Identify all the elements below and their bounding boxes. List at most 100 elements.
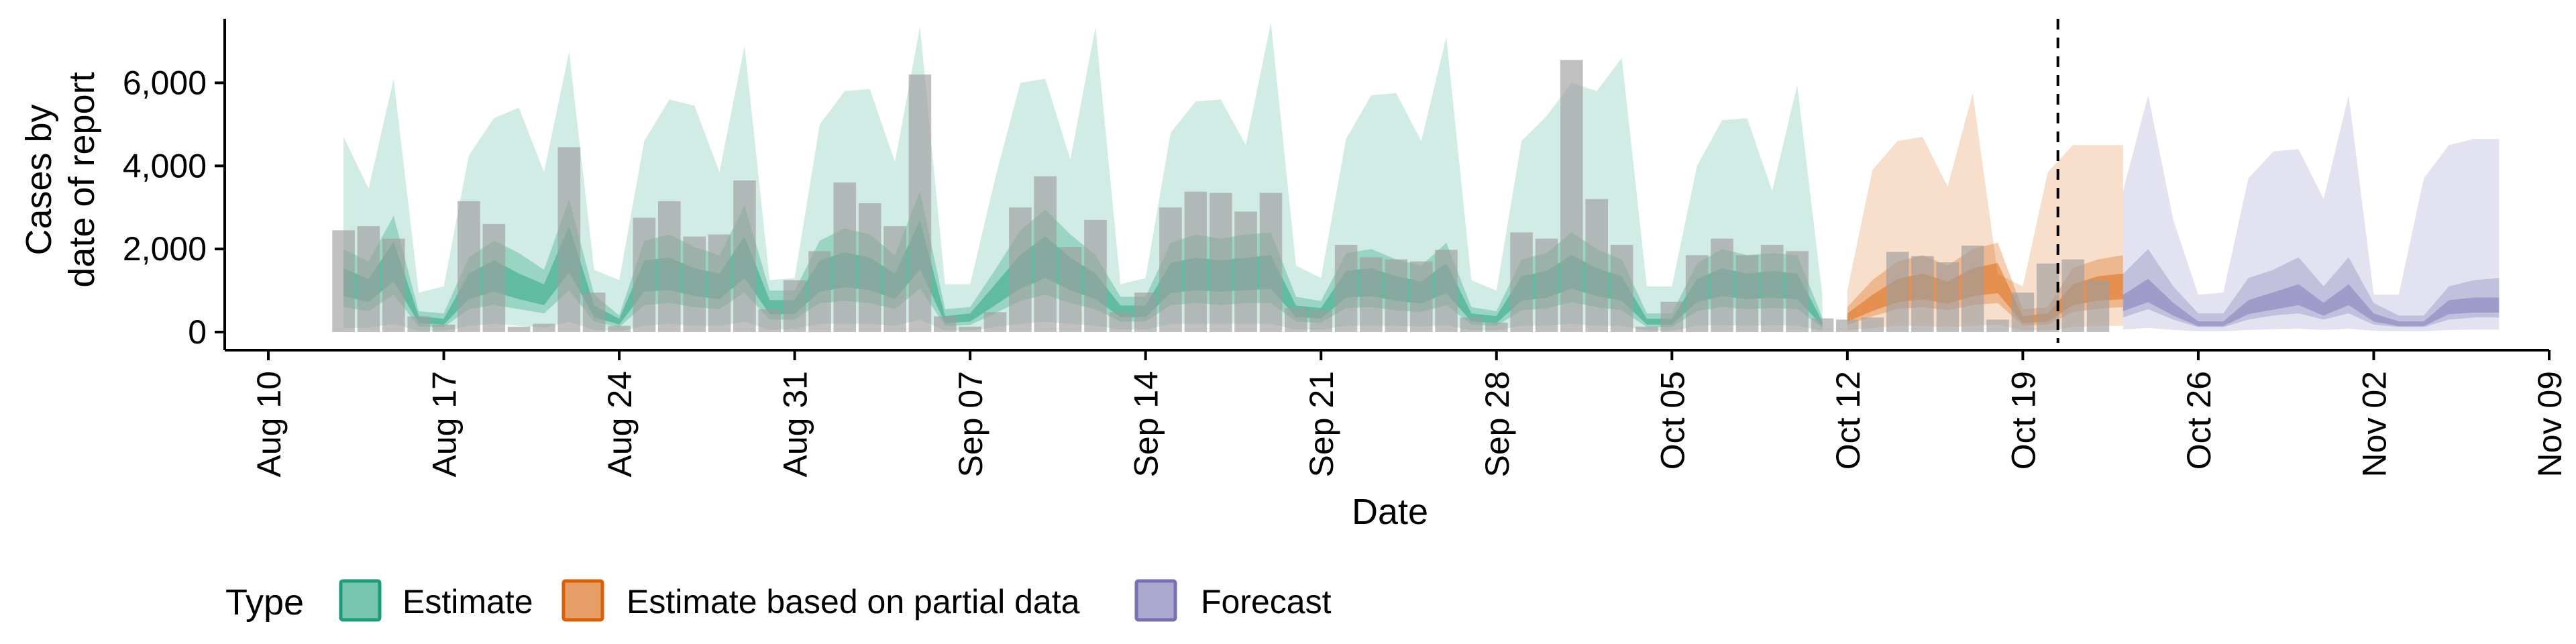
- reported-cases-bar: [833, 182, 857, 332]
- reported-cases-bar: [1435, 250, 1458, 332]
- reported-cases-bar: [432, 324, 455, 332]
- x-tick-label: Aug 17: [426, 371, 464, 477]
- reported-cases-bar: [1660, 301, 1684, 332]
- reported-cases-bar: [934, 316, 957, 332]
- reported-cases-bar: [1711, 238, 1733, 332]
- reported-cases-bar: [1510, 232, 1533, 332]
- reported-cases-bar: [382, 238, 405, 332]
- legend-title: Type: [225, 582, 304, 623]
- reported-cases-bar: [533, 323, 555, 332]
- y-axis-label-line-2: date of report: [62, 72, 102, 287]
- reported-cases-bar: [708, 234, 731, 332]
- reported-cases-bar: [1460, 317, 1483, 332]
- y-tick-label: 4,000: [123, 147, 207, 184]
- x-tick-label: Oct 12: [1829, 371, 1867, 470]
- reported-cases-bar: [1786, 251, 1809, 333]
- bars-layer: [332, 60, 2110, 333]
- reported-cases-bar: [2086, 280, 2110, 332]
- x-tick-label: Oct 19: [2004, 371, 2042, 470]
- reported-cases-bar: [633, 217, 656, 332]
- x-tick-label: Nov 02: [2356, 371, 2394, 477]
- reported-cases-bar: [1635, 326, 1658, 332]
- legend-key-partial: [561, 579, 604, 622]
- reported-cases-bar: [908, 74, 932, 332]
- reported-cases-bar: [1485, 322, 1508, 332]
- reported-cases-bar: [2061, 259, 2084, 332]
- x-tick-label: Aug 24: [601, 371, 639, 477]
- reported-cases-bar: [1685, 255, 1709, 332]
- y-tick-label: 0: [188, 313, 207, 351]
- reported-cases-bar: [407, 316, 430, 332]
- y-tick-label: 6,000: [123, 64, 207, 101]
- legend-key-forecast: [1134, 579, 1177, 622]
- reported-cases-bar: [1210, 193, 1232, 332]
- legend-label-estimate: Estimate: [402, 583, 533, 621]
- forecast-ribbon-50: [2123, 249, 2500, 327]
- reported-cases-bar: [983, 312, 1007, 332]
- reported-cases-bar: [1234, 211, 1257, 332]
- x-tick-label: Oct 05: [1654, 371, 1691, 470]
- reported-cases-bar: [1285, 308, 1307, 332]
- reported-cases-bar: [458, 201, 480, 332]
- reported-cases-bar: [1034, 176, 1057, 332]
- reported-cases-bar: [883, 226, 906, 332]
- reported-cases-bar: [482, 224, 506, 332]
- reported-cases-bar: [1009, 207, 1032, 332]
- reported-cases-bar: [1836, 319, 1859, 332]
- reported-cases-bar: [357, 226, 380, 332]
- reported-cases-bar: [959, 326, 981, 332]
- legend-key-estimate: [339, 579, 382, 622]
- forecast-ribbon-90: [2123, 95, 2500, 331]
- reported-cases-bar: [1610, 245, 1633, 332]
- reported-cases-bar: [1184, 191, 1208, 332]
- reported-cases-bar: [582, 292, 606, 332]
- reported-cases-bar: [808, 251, 831, 333]
- reported-cases-bar: [1961, 246, 1984, 332]
- reported-cases-bar: [1084, 219, 1107, 332]
- x-tick-label: Oct 26: [2180, 371, 2218, 470]
- legend-label-partial: Estimate based on partial data: [627, 583, 1080, 621]
- reported-cases-bar: [783, 280, 806, 332]
- reported-cases-bar: [683, 236, 706, 332]
- reported-cases-bar: [1309, 310, 1332, 332]
- reported-cases-bar: [2036, 263, 2059, 332]
- x-tick-label: Aug 10: [250, 371, 288, 477]
- reported-cases-bar: [1259, 193, 1283, 332]
- x-tick-label: Nov 09: [2531, 371, 2569, 477]
- x-axis-label: Date: [1352, 492, 1428, 532]
- reported-cases-bar: [1760, 245, 1784, 332]
- reported-cases-bar: [1409, 261, 1433, 332]
- reported-cases-bar: [608, 325, 631, 332]
- reported-cases-bar: [1385, 259, 1408, 332]
- reported-cases-bar: [1911, 256, 1934, 332]
- reported-cases-bar: [758, 309, 781, 332]
- reported-cases-bar: [658, 201, 681, 332]
- reported-cases-bar: [733, 180, 756, 332]
- legend-label-forecast: Forecast: [1201, 583, 1332, 621]
- reported-cases-bar: [1986, 319, 2009, 332]
- reported-cases-bar: [1735, 255, 1759, 332]
- reported-cases-bar: [1886, 252, 1909, 332]
- reported-cases-bar: [2011, 292, 2035, 332]
- x-tick-label: Aug 31: [777, 371, 814, 477]
- reported-cases-bar: [1159, 207, 1182, 332]
- reported-cases-bar: [1811, 318, 1834, 332]
- reported-cases-bar: [1535, 238, 1558, 332]
- y-axis-label-line-1: Cases by: [19, 104, 59, 255]
- reported-cases-bar: [507, 326, 531, 332]
- reported-cases-bar: [1059, 247, 1082, 332]
- forecast-ribbon-inner: [2123, 278, 2500, 327]
- legend: Type Estimate Estimate based on partial …: [225, 579, 1332, 623]
- x-tick-label: Sep 21: [1303, 371, 1340, 477]
- reported-cases-bar: [1560, 60, 1583, 333]
- reported-cases-bar: [1109, 312, 1132, 332]
- x-tick-label: Sep 28: [1479, 371, 1516, 477]
- reported-cases-bar: [1334, 245, 1358, 332]
- y-tick-label: 2,000: [123, 230, 207, 268]
- reported-cases-bar: [557, 147, 581, 332]
- x-tick-label: Sep 14: [1128, 371, 1165, 477]
- reported-cases-bar: [1936, 262, 1960, 332]
- reported-cases-bar: [1360, 257, 1383, 332]
- x-tick-label: Sep 07: [952, 371, 989, 477]
